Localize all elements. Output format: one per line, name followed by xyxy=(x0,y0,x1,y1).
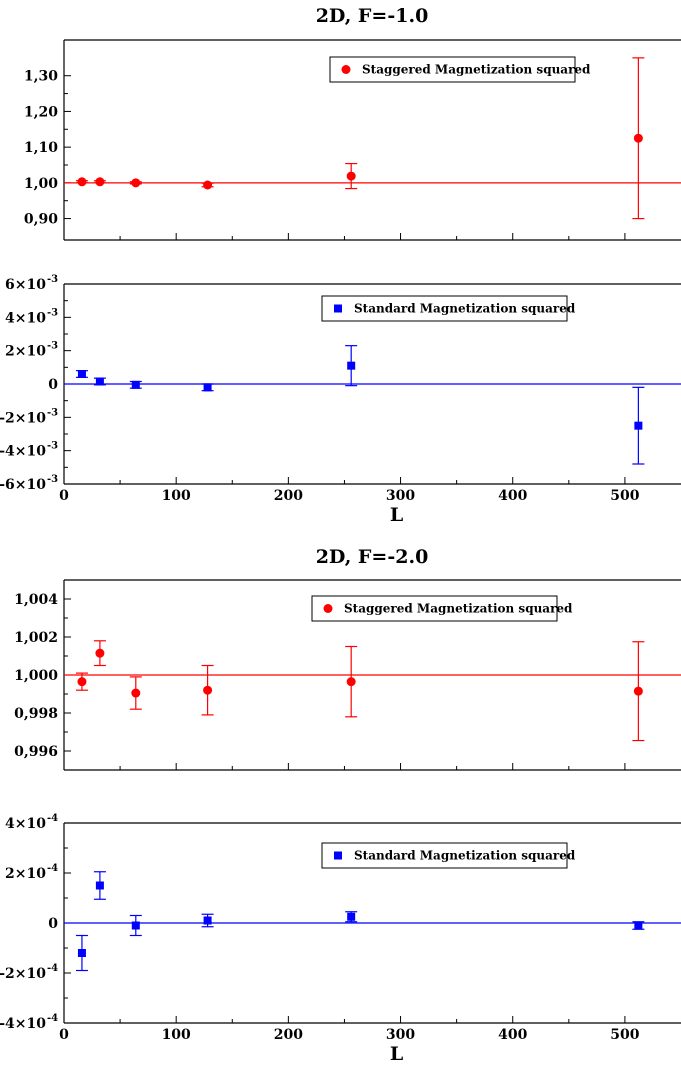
data-point xyxy=(633,133,643,143)
legend-label: Standard Magnetization squared xyxy=(354,849,576,863)
y-tick-label: 6×10 xyxy=(5,277,46,293)
chart-panels: 0,90 1,00 1,10 1,20 1,30 Staggered Magnetizat… xyxy=(0,39,681,1065)
y-tick-label: -2×10 xyxy=(0,410,46,426)
x-tick-label: 100 xyxy=(162,488,191,504)
y-tick-label: 0,996 xyxy=(14,744,58,760)
legend-marker xyxy=(334,851,342,860)
legend-box xyxy=(321,295,568,322)
y-tick-exponent: -3 xyxy=(47,474,58,485)
y-tick-label: 1,00 xyxy=(24,176,58,192)
chart-panel-3: 0,996 0,998 1,000 1,002 1,004 Staggered Magne… xyxy=(14,579,681,771)
legend-marker xyxy=(323,604,333,613)
data-point xyxy=(203,916,212,925)
y-tick-exponent: -3 xyxy=(47,341,58,352)
y-tick-label: 0 xyxy=(48,377,58,393)
x-axis-label: L xyxy=(390,504,403,526)
y-tick-label: 1,002 xyxy=(14,630,58,646)
y-tick-label: 4×10 xyxy=(5,816,46,832)
data-point xyxy=(633,686,643,696)
y-tick-label: 4×10 xyxy=(5,310,46,326)
data-point xyxy=(131,380,140,389)
y-tick-label: 1,30 xyxy=(24,69,58,85)
legend-box xyxy=(329,56,576,83)
y-tick-label: -4×10 xyxy=(0,1016,46,1032)
data-point xyxy=(95,377,104,386)
data-point xyxy=(347,912,356,921)
y-tick-exponent: -4 xyxy=(47,863,58,874)
y-tick-exponent: -4 xyxy=(47,1013,58,1024)
y-tick-label: 1,20 xyxy=(24,104,58,120)
x-tick-label: 200 xyxy=(274,1027,303,1043)
y-tick-exponent: -4 xyxy=(47,963,58,974)
data-point xyxy=(77,677,87,687)
data-point xyxy=(203,685,213,695)
data-point xyxy=(131,921,140,930)
chart-panel-4: 0 100 200 300 400 500-4×10 -4-2×10 -402×10 -44×1… xyxy=(0,813,681,1065)
chart-panel-2: 0 100 200 300 400 500-6×10 -3-4×10 -3-2×10 -302×… xyxy=(0,274,681,526)
x-tick-label: 500 xyxy=(610,488,639,504)
data-point xyxy=(77,177,87,187)
legend-marker xyxy=(334,304,342,313)
y-tick-label: -4×10 xyxy=(0,444,46,460)
y-tick-label: -6×10 xyxy=(0,477,46,493)
data-point xyxy=(203,383,212,392)
y-tick-exponent: -4 xyxy=(47,813,58,824)
data-point xyxy=(77,949,86,957)
legend-box xyxy=(311,595,558,622)
legend-label: Standard Magnetization squared xyxy=(354,302,576,316)
x-tick-label: 0 xyxy=(59,488,69,504)
legend-label: Staggered Magnetization squared xyxy=(344,602,573,616)
data-point xyxy=(347,361,356,370)
y-tick-exponent: -3 xyxy=(47,274,58,285)
data-point xyxy=(346,171,356,181)
section-title-1: 2D, F=-1.0 xyxy=(316,5,429,27)
data-point xyxy=(95,648,105,658)
y-tick-label: 0,90 xyxy=(24,212,58,228)
x-tick-label: 200 xyxy=(274,488,303,504)
data-point xyxy=(95,177,105,187)
y-tick-label: 2×10 xyxy=(5,344,46,360)
x-tick-label: 500 xyxy=(610,1027,639,1043)
data-point xyxy=(634,921,643,930)
x-tick-label: 400 xyxy=(498,488,527,504)
legend-marker xyxy=(341,65,351,74)
y-tick-exponent: -3 xyxy=(47,307,58,318)
legend-box xyxy=(321,842,568,869)
y-tick-label: 0,998 xyxy=(14,706,58,722)
data-point xyxy=(77,370,86,378)
data-point xyxy=(346,677,356,687)
legend-label: Staggered Magnetization squared xyxy=(362,63,591,77)
x-tick-label: 300 xyxy=(386,1027,415,1043)
y-tick-label: 0 xyxy=(48,916,58,932)
chart-panel-1: 0,90 1,00 1,10 1,20 1,30 Staggered Magnetizat… xyxy=(24,39,681,241)
y-tick-exponent: -3 xyxy=(47,441,58,452)
x-tick-label: 400 xyxy=(498,1027,527,1043)
y-tick-label: 2×10 xyxy=(5,866,46,882)
section-title-2: 2D, F=-2.0 xyxy=(316,546,429,568)
y-tick-label: 1,004 xyxy=(14,592,58,608)
data-point xyxy=(203,180,213,190)
data-point xyxy=(131,178,141,188)
y-tick-label: -2×10 xyxy=(0,966,46,982)
data-point xyxy=(95,881,104,890)
x-tick-label: 100 xyxy=(162,1027,191,1043)
x-tick-label: 300 xyxy=(386,488,415,504)
y-tick-label: 1,000 xyxy=(14,668,58,684)
data-point xyxy=(131,688,141,698)
y-tick-exponent: -3 xyxy=(47,407,58,418)
y-tick-label: 1,10 xyxy=(24,140,58,156)
data-point xyxy=(634,421,643,430)
x-axis-label: L xyxy=(390,1043,403,1065)
x-tick-label: 0 xyxy=(59,1027,69,1043)
